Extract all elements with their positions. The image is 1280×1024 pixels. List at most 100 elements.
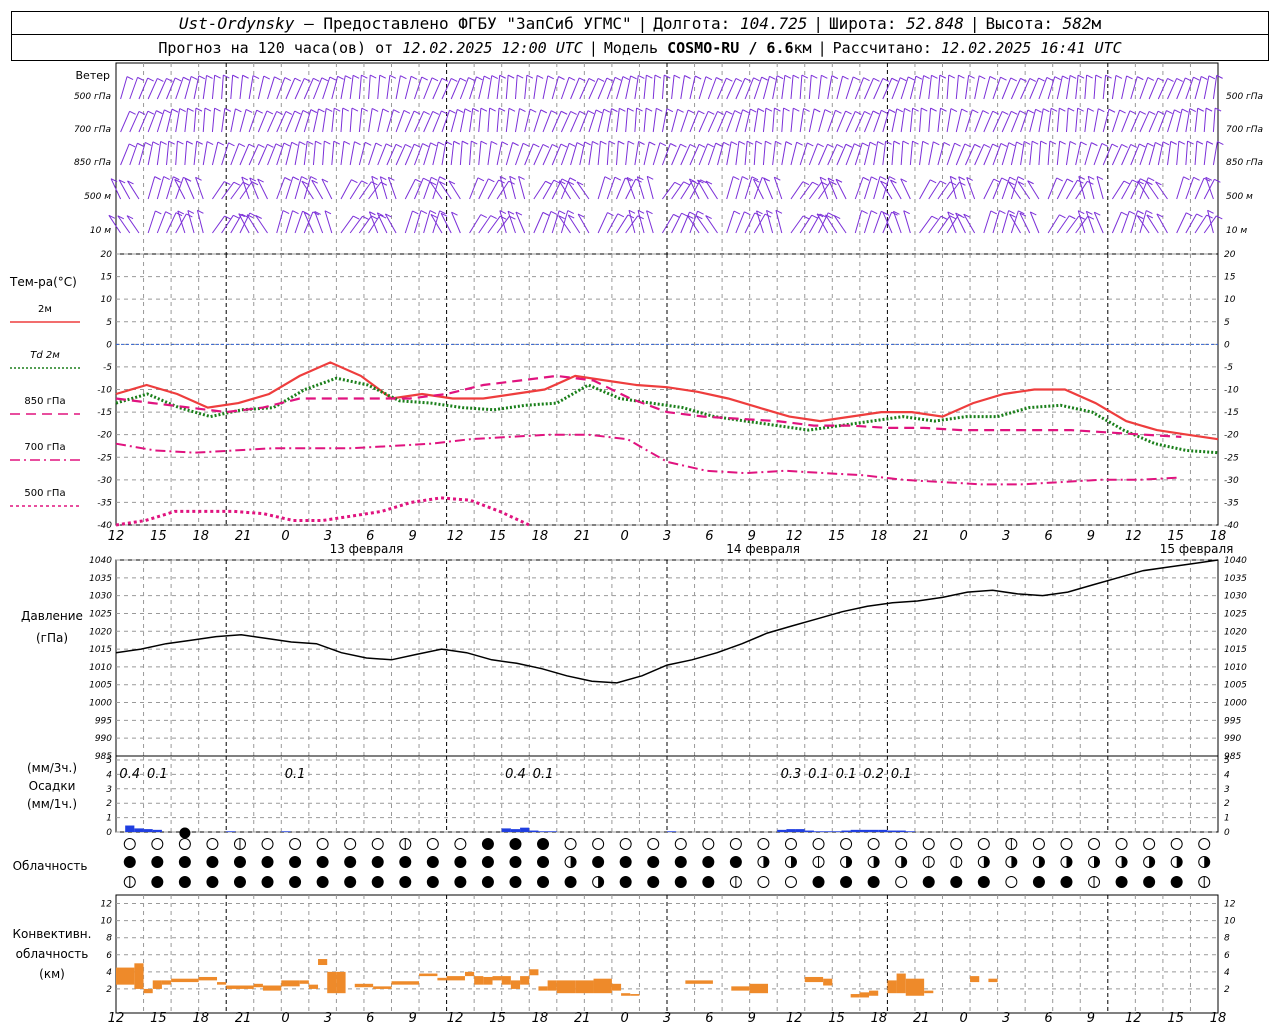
wind-barb bbox=[626, 177, 636, 200]
precip-axis-tick-right: 1 bbox=[1224, 814, 1230, 824]
wind-level-label: 850 гПа bbox=[74, 158, 111, 168]
wind-barb-flag bbox=[1016, 141, 1023, 146]
wind-barb bbox=[775, 210, 783, 234]
cloud-symbol bbox=[922, 838, 935, 850]
wind-barb-flag bbox=[626, 176, 634, 181]
wind-barb bbox=[239, 75, 244, 100]
wind-barb-flag bbox=[324, 140, 331, 145]
longitude-label: Долгота: bbox=[653, 13, 731, 33]
wind-barb bbox=[505, 142, 514, 166]
wind-barb bbox=[1148, 111, 1159, 133]
wind-barb bbox=[1167, 78, 1178, 100]
wind-barb bbox=[1029, 211, 1040, 234]
wind-barb-flag bbox=[128, 143, 136, 148]
wind-barb bbox=[1075, 108, 1079, 133]
wind-barb bbox=[469, 177, 479, 200]
wind-barb-flag bbox=[870, 210, 878, 215]
wind-barb-flag bbox=[604, 176, 612, 181]
wind-barb-flag bbox=[302, 109, 310, 114]
convective-bar bbox=[152, 980, 162, 989]
wind-barb-flag bbox=[1208, 75, 1216, 80]
wind-barb bbox=[211, 75, 216, 100]
wind-barb-flag bbox=[179, 108, 186, 113]
wind-barb-flag bbox=[301, 180, 309, 185]
wind-barb bbox=[184, 108, 189, 133]
wind-barb bbox=[570, 77, 580, 100]
wind-barb-flag bbox=[285, 111, 293, 115]
wind-barb bbox=[616, 214, 629, 234]
wind-barb bbox=[1111, 211, 1122, 234]
cloud-symbol bbox=[399, 876, 412, 888]
wind-barb-flag bbox=[491, 140, 498, 145]
wind-barb-flag bbox=[441, 110, 448, 115]
wind-barb-flag bbox=[611, 108, 618, 113]
wind-barb bbox=[175, 77, 184, 100]
wind-barb-flag bbox=[430, 213, 438, 218]
time-tick-label: 0 bbox=[960, 529, 968, 544]
wind-barb-flag bbox=[803, 107, 810, 112]
wind-barb-flag bbox=[379, 214, 387, 219]
wind-barb bbox=[451, 211, 461, 234]
wind-barb bbox=[863, 210, 872, 234]
wind-barb-flag bbox=[888, 109, 896, 113]
wind-barb-flag bbox=[275, 143, 283, 148]
wind-barb-flag bbox=[1069, 215, 1076, 220]
cloud-symbol-fill bbox=[598, 876, 604, 888]
wind-barb bbox=[717, 110, 727, 133]
wind-barb bbox=[909, 76, 917, 100]
wind-barb bbox=[1155, 181, 1168, 200]
wind-barb bbox=[698, 143, 709, 166]
wind-barb-flag bbox=[108, 214, 116, 219]
temp-axis-tick-right: 5 bbox=[1224, 318, 1230, 328]
wind-barb bbox=[836, 110, 847, 133]
wind-barb-flag bbox=[949, 215, 957, 220]
wind-barb bbox=[661, 143, 671, 166]
wind-barb bbox=[606, 77, 616, 100]
wind-barb bbox=[937, 215, 951, 234]
wind-barb bbox=[147, 141, 154, 166]
pressure-axis-tick-right: 1025 bbox=[1224, 609, 1247, 619]
wind-barb bbox=[1203, 141, 1208, 166]
wind-barb-flag bbox=[567, 181, 575, 185]
wind-barb-flag bbox=[811, 74, 818, 79]
convective-bar bbox=[575, 980, 594, 994]
wind-barb bbox=[230, 75, 234, 100]
time-tick-label: 15 bbox=[1167, 529, 1184, 544]
wind-barb bbox=[928, 108, 932, 133]
wind-barb bbox=[892, 211, 902, 234]
wind-barb-flag bbox=[423, 111, 430, 115]
wind-barb bbox=[625, 75, 632, 100]
wind-barb-flag bbox=[974, 143, 981, 148]
wind-barb bbox=[413, 210, 422, 234]
wind-barb-flag bbox=[1078, 210, 1085, 215]
wind-barb-flag bbox=[223, 74, 230, 79]
wind-barb-flag bbox=[1129, 110, 1137, 115]
wind-barb bbox=[616, 76, 624, 100]
temp-series-3 bbox=[115, 433, 1179, 486]
wind-barb bbox=[744, 77, 755, 100]
wind-barb bbox=[1020, 78, 1031, 100]
wind-barb bbox=[671, 143, 681, 166]
wind-barb-flag bbox=[294, 77, 302, 82]
wind-barb bbox=[695, 215, 709, 234]
wind-barb bbox=[267, 76, 275, 100]
wind-barb-flag bbox=[775, 140, 782, 145]
wind-barb-flag bbox=[607, 212, 614, 217]
wind-barb bbox=[349, 141, 355, 166]
wind-barb-flag bbox=[983, 144, 991, 148]
wind-barb bbox=[1194, 76, 1202, 100]
wind-barb-flag bbox=[177, 140, 184, 145]
wind-barb-flag bbox=[437, 141, 445, 146]
wind-barb bbox=[184, 178, 195, 200]
wind-barb bbox=[469, 214, 482, 234]
cloud-symbol bbox=[454, 876, 467, 888]
wind-barb bbox=[1010, 141, 1017, 166]
wind-barb-flag bbox=[499, 175, 507, 180]
wind-barb-flag bbox=[155, 210, 162, 215]
wind-barb bbox=[496, 108, 500, 133]
wind-barb bbox=[1130, 76, 1138, 100]
convective-bar bbox=[621, 993, 631, 996]
cloud-symbol bbox=[316, 856, 329, 868]
wind-barb bbox=[882, 212, 893, 234]
wind-barb-flag bbox=[854, 143, 861, 148]
